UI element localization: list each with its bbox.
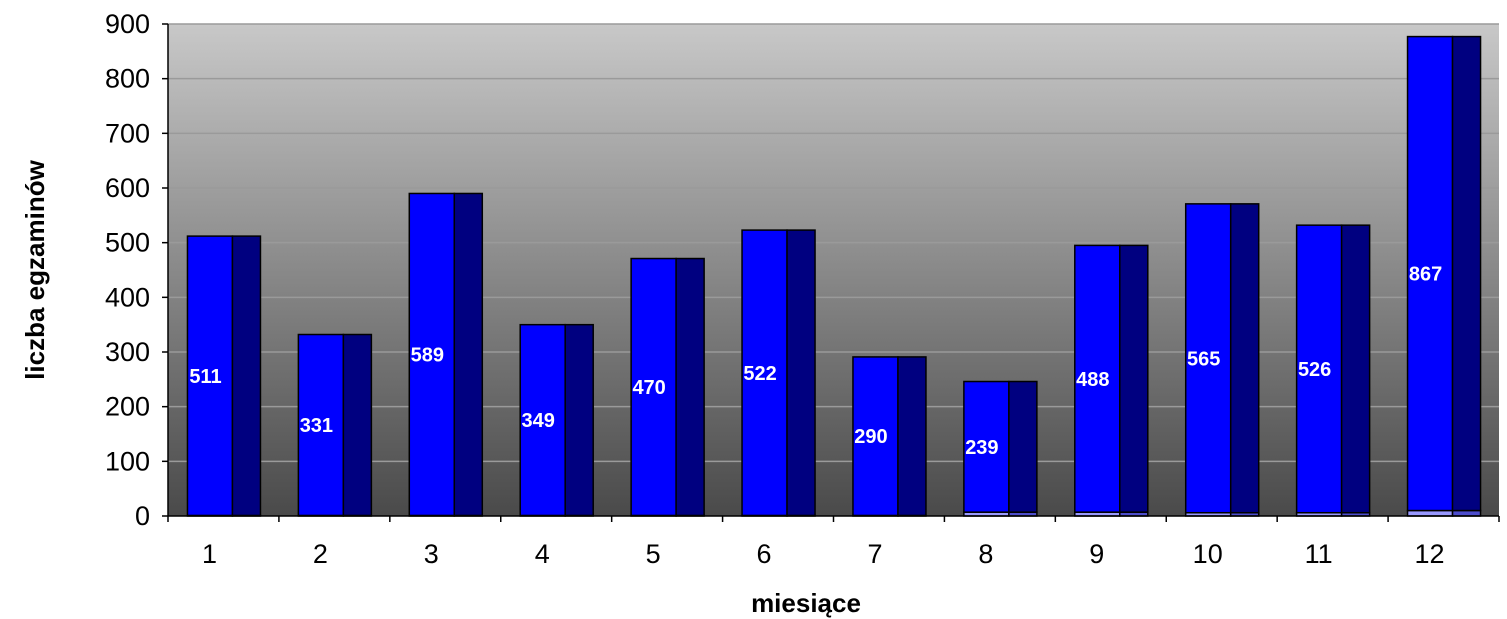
y-tick-label: 300 xyxy=(105,337,150,367)
data-label: 526 xyxy=(1298,359,1331,381)
bar-side xyxy=(675,257,705,517)
x-tick-label: 8 xyxy=(978,539,993,569)
data-label: 349 xyxy=(522,410,555,432)
data-label: 589 xyxy=(411,344,444,366)
bar-base-side xyxy=(1451,509,1482,517)
data-label: 511 xyxy=(189,366,221,388)
y-tick-label: 200 xyxy=(105,392,150,422)
x-axis-title: miesiące xyxy=(751,588,861,618)
y-tick-label: 0 xyxy=(135,501,150,531)
data-label: 290 xyxy=(854,426,887,448)
y-tick-label: 100 xyxy=(105,446,150,476)
bar-side xyxy=(897,356,927,517)
bar-front xyxy=(297,333,345,517)
x-tick-label: 2 xyxy=(313,539,328,569)
bar-side xyxy=(1008,380,1038,513)
x-tick-label: 10 xyxy=(1193,539,1223,569)
y-tick-label: 600 xyxy=(105,173,150,203)
bar-side xyxy=(564,323,594,517)
y-axis-title: liczba egzaminów xyxy=(20,159,50,379)
y-tick-label: 800 xyxy=(105,64,150,94)
data-label: 331 xyxy=(300,415,333,437)
bar-side xyxy=(231,235,262,517)
x-tick-label: 3 xyxy=(424,539,439,569)
bar-base-front xyxy=(1406,509,1454,517)
data-label: 565 xyxy=(1187,348,1220,370)
bar-front xyxy=(1406,35,1454,512)
data-label: 867 xyxy=(1409,264,1442,286)
data-label: 470 xyxy=(632,377,665,399)
x-tick-label: 4 xyxy=(535,539,550,569)
y-tick-label: 700 xyxy=(105,118,150,148)
y-tick-label: 400 xyxy=(105,282,150,312)
bar-front xyxy=(519,323,566,517)
data-label: 522 xyxy=(743,363,776,385)
x-tick-label: 6 xyxy=(757,539,772,569)
bar-front xyxy=(852,356,899,517)
data-label: 239 xyxy=(965,437,998,459)
bar-side xyxy=(1119,244,1149,513)
y-tick-label: 900 xyxy=(105,9,150,39)
data-labels: 511 331 589 349 470 522 290 239 488 565 526 867 xyxy=(189,264,1442,459)
x-tick-label: 12 xyxy=(1415,539,1445,569)
data-label: 488 xyxy=(1076,369,1109,391)
bar-side xyxy=(1229,203,1260,514)
bar-side xyxy=(1340,224,1371,514)
bars xyxy=(186,35,1482,517)
plot-area xyxy=(168,24,1499,516)
x-tick-label: 1 xyxy=(202,539,217,569)
x-tick-label: 7 xyxy=(867,539,882,569)
bar-side xyxy=(786,229,816,517)
y-tick-label: 500 xyxy=(105,228,150,258)
x-tick-label: 9 xyxy=(1089,539,1104,569)
bar-front xyxy=(1295,224,1343,514)
bar-side xyxy=(342,333,373,517)
x-tick-label: 5 xyxy=(646,539,661,569)
bar-front xyxy=(741,229,788,517)
bar-front xyxy=(186,235,234,517)
bar-side xyxy=(453,192,484,517)
gridlines xyxy=(168,23,1499,463)
bar-front xyxy=(630,257,677,517)
x-tick-label: 11 xyxy=(1305,539,1333,569)
bar-front xyxy=(408,192,456,517)
bar-side xyxy=(1451,35,1482,512)
bar-front xyxy=(1074,244,1121,513)
